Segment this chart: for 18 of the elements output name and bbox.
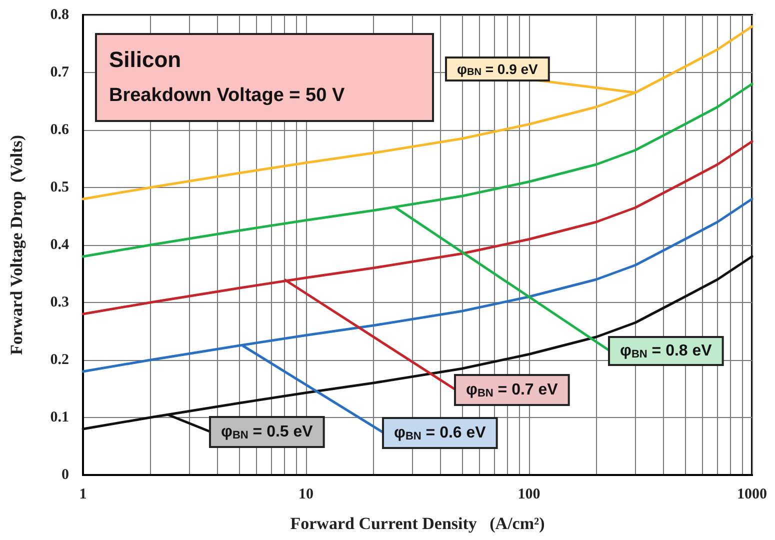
x-tick-label: 100 <box>518 486 540 502</box>
y-axis-title: Forward Voltage Drop (Volts) <box>7 134 26 356</box>
annotation: Silicon <box>109 46 182 74</box>
y-tick-label: 0.1 <box>50 410 69 426</box>
y-tick-label: 0.2 <box>50 352 69 368</box>
note-box: Silicon Breakdown Voltage = 50 V <box>95 33 434 122</box>
y-tick-label: 0.3 <box>50 294 69 310</box>
x-axis-title: Forward Current Density (A/cm²) <box>290 514 545 533</box>
x-tick-label: 1000 <box>737 486 767 502</box>
x-tick-label: 1 <box>79 486 87 502</box>
y-tick-label: 0.7 <box>50 64 70 80</box>
y-tick-label: 0.4 <box>50 237 70 253</box>
y-tick-label: 0.5 <box>50 180 69 196</box>
y-tick-label: 0 <box>62 467 69 483</box>
y-tick-label: 0.6 <box>50 122 70 138</box>
y-tick-label: 0.8 <box>50 7 69 23</box>
annotation: Breakdown Voltage = 50 V <box>109 84 346 108</box>
x-tick-label: 10 <box>298 486 314 502</box>
